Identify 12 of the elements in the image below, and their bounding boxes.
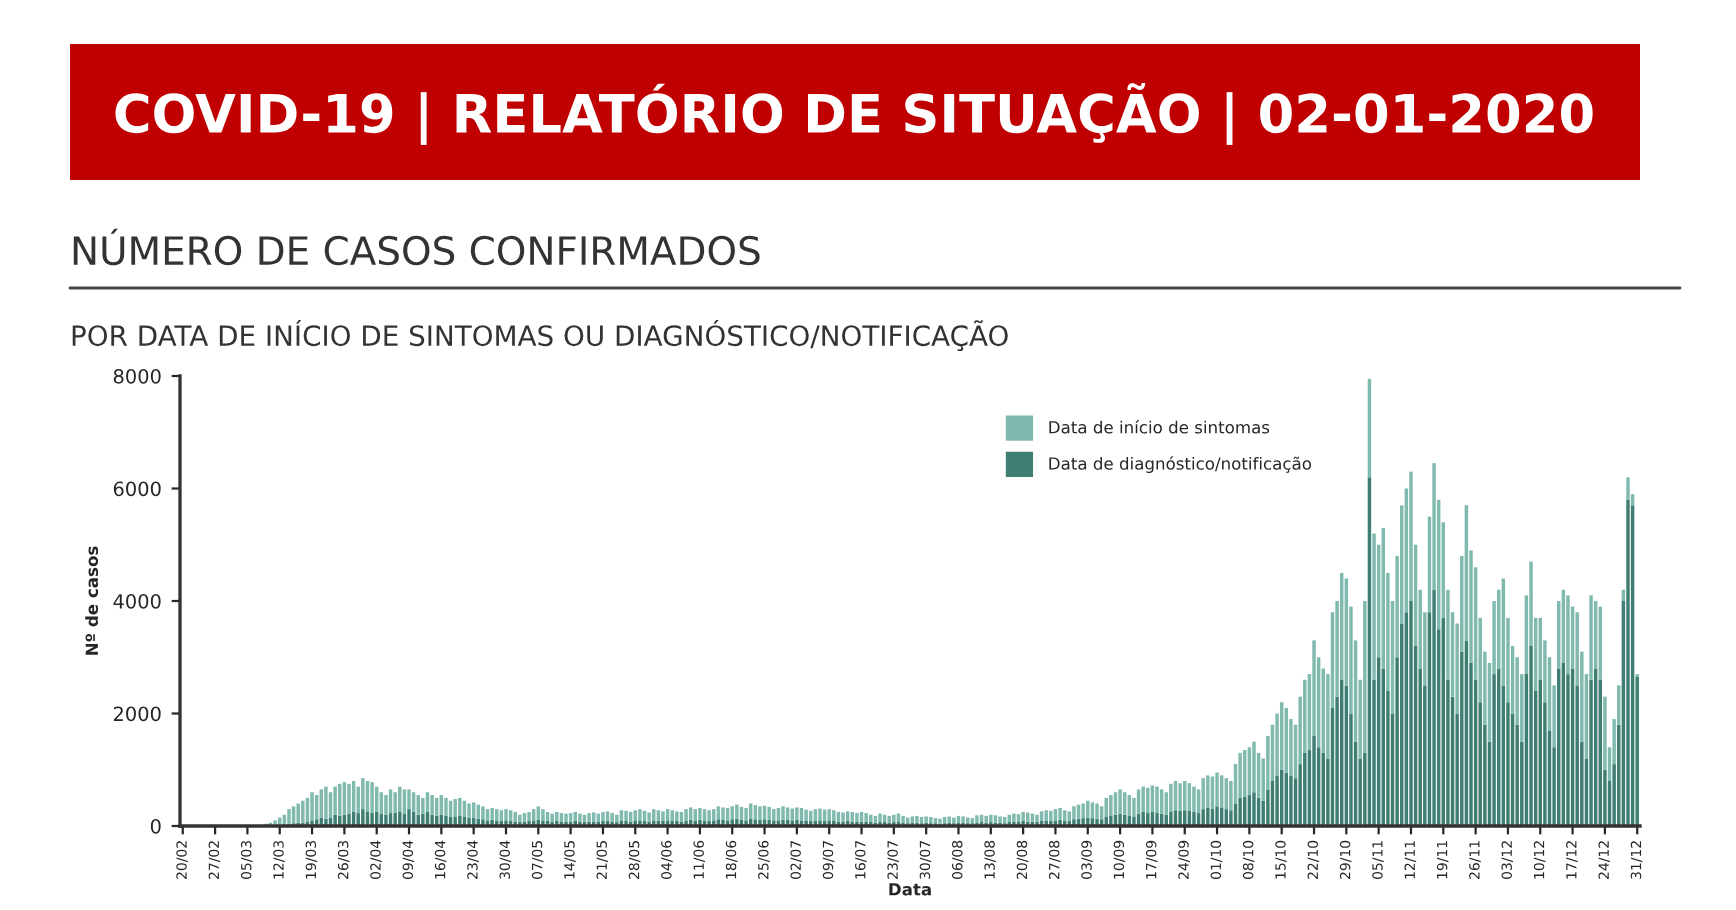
- y-tick-label: 8000: [113, 368, 161, 384]
- chart-subtitle: NÚMERO DE CASOS CONFIRMADOS: [73, 228, 760, 266]
- y-tick-label: 2000: [113, 706, 161, 722]
- x-axis-title: Data: [889, 883, 931, 896]
- chart-title: COVID-19 | RELATÓRIO DE SITUAÇÃO | 02-01-2020: [115, 83, 1593, 145]
- y-tick-label: 0: [150, 818, 161, 834]
- y-tick-label: 6000: [113, 481, 161, 497]
- legend-label: Data de diagnóstico/notificação: [1049, 456, 1312, 474]
- legend-label: Data de início de sintomas: [1049, 420, 1270, 434]
- text: POR DATA DE INÍCIO DE SINTOMAS OU DIAGNÓSTICO/NOTIFICAÇÃO: [72, 320, 1008, 352]
- y-tick-label: 4000: [113, 593, 161, 609]
- y-axis-title: Nº de casos: [85, 546, 99, 655]
